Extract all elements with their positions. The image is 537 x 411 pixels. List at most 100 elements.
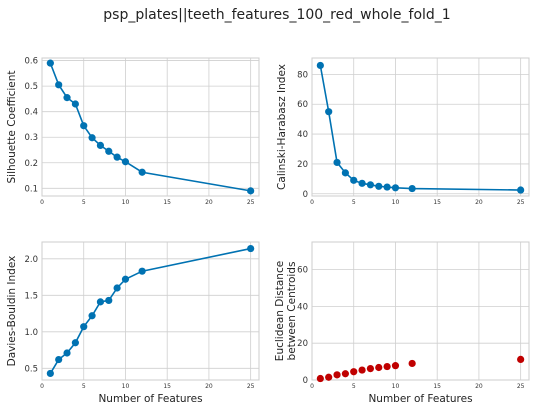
- y-tick-label: 40: [297, 130, 308, 140]
- x-axis-label: Number of Features: [368, 393, 472, 405]
- data-point: [325, 373, 333, 381]
- data-point: [121, 158, 130, 166]
- data-point: [316, 61, 324, 70]
- y-tick-label: 0.6: [24, 57, 38, 67]
- x-tick-label: 10: [122, 383, 130, 390]
- data-point: [391, 362, 400, 370]
- figure-title: psp_plates||teeth_features_100_red_whole…: [103, 7, 450, 23]
- x-tick-label: 0: [310, 199, 314, 206]
- data-point: [517, 186, 525, 194]
- x-tick-label: 10: [122, 199, 130, 206]
- y-axis-label-line: between Centroids: [286, 262, 298, 361]
- data-point: [383, 362, 391, 371]
- x-tick-label: 10: [392, 199, 400, 206]
- x-tick-label: 15: [433, 383, 441, 390]
- x-tick-label: 15: [163, 383, 171, 390]
- data-point: [375, 182, 383, 190]
- y-axis-label-line: Euclidean Distance: [274, 261, 286, 361]
- data-point: [408, 359, 416, 368]
- y-tick-label: 40: [297, 302, 308, 312]
- data-point: [88, 312, 96, 320]
- data-point: [121, 275, 130, 283]
- x-tick-label: 20: [205, 199, 213, 206]
- data-point: [71, 100, 79, 108]
- x-tick-label: 20: [475, 383, 483, 390]
- y-tick-label: 20: [297, 339, 308, 349]
- data-point: [113, 284, 121, 292]
- y-tick-label: 1.0: [24, 328, 38, 338]
- y-tick-label: 0.2: [24, 159, 38, 169]
- x-tick-label: 20: [205, 383, 213, 390]
- data-point: [105, 296, 113, 305]
- x-tick-label: 25: [517, 383, 525, 390]
- x-tick-label: 5: [82, 199, 86, 206]
- data-point: [366, 181, 375, 189]
- data-point: [350, 368, 358, 376]
- data-point: [325, 108, 333, 116]
- data-point: [316, 374, 324, 383]
- y-tick-label: 0: [303, 190, 308, 200]
- y-axis-label: Davies-Bouldin Index: [6, 256, 18, 367]
- data-point: [71, 339, 79, 347]
- y-tick-label: 60: [297, 266, 308, 276]
- data-point: [366, 364, 375, 373]
- y-tick-label: 0.5: [24, 82, 38, 92]
- x-tick-label: 10: [392, 383, 400, 390]
- x-tick-label: 15: [433, 199, 441, 206]
- x-tick-label: 15: [163, 199, 171, 206]
- data-point: [55, 81, 63, 89]
- y-tick-label: 20: [297, 160, 308, 170]
- x-tick-label: 5: [352, 383, 356, 390]
- data-point: [63, 349, 71, 357]
- data-point: [80, 122, 88, 130]
- x-tick-label: 25: [247, 199, 255, 206]
- data-point: [341, 370, 349, 378]
- plot-area: [41, 241, 260, 381]
- data-point: [247, 187, 255, 195]
- y-tick-label: 0.1: [24, 184, 38, 194]
- data-point: [358, 366, 366, 374]
- data-point: [341, 169, 349, 177]
- panel-calinski: 0 5 10 15 20 25 0 20 40 60 80 Calinski-Harabasz Ind…: [276, 57, 530, 206]
- data-point: [333, 371, 341, 379]
- x-tick-label: 25: [247, 383, 255, 390]
- data-point: [358, 179, 366, 187]
- x-tick-label: 0: [40, 199, 44, 206]
- plot-area: [41, 57, 260, 197]
- panel-silhouette: 0 5 10 15 20 25 0.1 0.2 0.3 0.4 0.5 0.6 Silhouette C…: [6, 57, 260, 206]
- data-point: [138, 168, 146, 176]
- data-point: [113, 153, 121, 161]
- y-tick-label: 0.3: [24, 133, 38, 143]
- data-point: [88, 134, 96, 142]
- y-tick-label: 0.5: [24, 364, 38, 374]
- y-axis-label: Euclidean Distancebetween Centroids: [274, 261, 298, 361]
- data-point: [46, 369, 54, 378]
- y-axis-label: Silhouette Coefficient: [6, 70, 18, 183]
- x-tick-label: 5: [352, 199, 356, 206]
- x-axis-label: Number of Features: [98, 393, 202, 405]
- y-tick-label: 2.0: [24, 255, 38, 265]
- data-point: [63, 94, 71, 102]
- data-point: [96, 141, 105, 149]
- data-point: [333, 158, 341, 167]
- data-point: [375, 363, 383, 372]
- data-point: [247, 244, 255, 253]
- data-point: [517, 355, 525, 363]
- x-tick-label: 25: [517, 199, 525, 206]
- x-tick-label: 20: [475, 199, 483, 206]
- data-point: [383, 183, 391, 191]
- y-tick-label: 80: [297, 70, 308, 80]
- data-point: [46, 59, 54, 67]
- y-tick-label: 0: [303, 376, 308, 386]
- data-point: [138, 267, 146, 275]
- y-tick-label: 0.4: [24, 108, 38, 118]
- data-point: [80, 323, 88, 331]
- y-axis-label: Calinski-Harabasz Index: [276, 64, 288, 190]
- data-point: [55, 355, 63, 364]
- y-tick-label: 1.5: [24, 291, 38, 301]
- y-tick-label: 60: [297, 100, 308, 110]
- data-point: [391, 184, 400, 192]
- panel-davies: 0 5 10 15 20 25 0.5 1.0 1.5 2.0 Davies-Bouldin Ind…: [6, 241, 260, 405]
